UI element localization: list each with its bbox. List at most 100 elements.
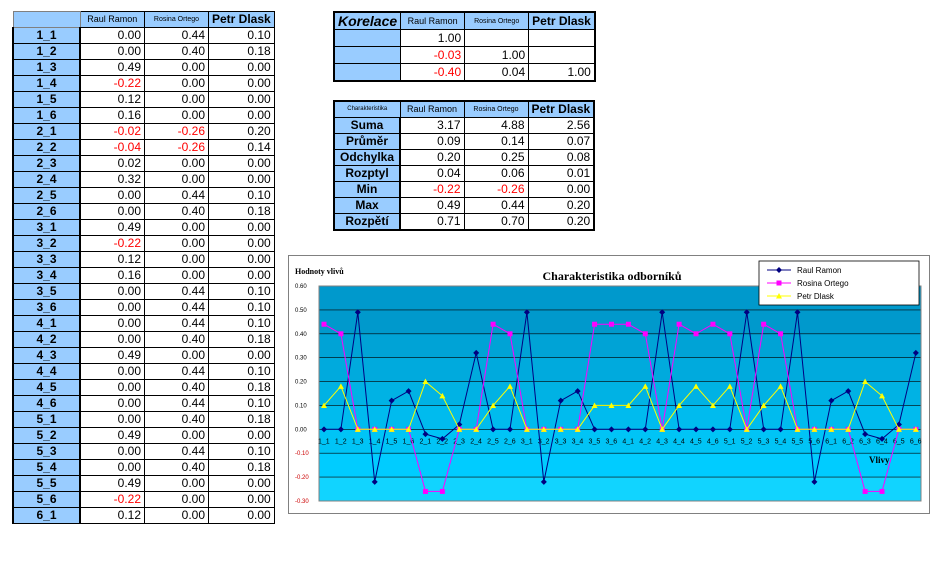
charakteristika-label[interactable]: Suma	[333, 117, 401, 134]
korelace-row-label[interactable]	[333, 63, 402, 82]
value-cell[interactable]: 0.02	[79, 155, 145, 172]
value-cell[interactable]: 0.00	[79, 187, 145, 204]
row-label[interactable]: 3_4	[12, 267, 81, 284]
charakteristika-cell[interactable]: -0.22	[399, 181, 465, 198]
value-cell[interactable]: 0.40	[144, 459, 209, 476]
value-cell[interactable]: 0.00	[208, 491, 275, 508]
value-cell[interactable]: 0.12	[79, 251, 145, 268]
row-label[interactable]: 5_6	[12, 491, 81, 508]
row-label[interactable]: 1_2	[12, 43, 81, 60]
charakteristika-cell[interactable]: 0.49	[399, 197, 465, 214]
korelace-cell[interactable]: -0.03	[400, 46, 466, 64]
value-cell[interactable]: 0.00	[144, 75, 209, 92]
charakteristika-label[interactable]: Max	[333, 197, 401, 214]
value-cell[interactable]: 0.00	[208, 219, 275, 236]
value-cell[interactable]: 0.00	[79, 395, 145, 412]
value-cell[interactable]: 0.00	[144, 475, 209, 492]
row-label[interactable]: 2_3	[12, 155, 81, 172]
korelace-cell[interactable]: 0.04	[464, 63, 530, 82]
value-cell[interactable]: 0.10	[208, 395, 275, 412]
row-label[interactable]: 3_6	[12, 299, 81, 316]
value-cell[interactable]: 0.00	[208, 171, 275, 188]
value-cell[interactable]: 0.00	[208, 75, 275, 92]
korelace-cell[interactable]: 1.00	[464, 46, 530, 64]
row-label[interactable]: 5_4	[12, 459, 81, 476]
charakteristika-cell[interactable]: 0.71	[399, 213, 465, 231]
value-cell[interactable]: 0.44	[144, 187, 209, 204]
value-cell[interactable]: 0.00	[144, 107, 209, 124]
value-cell[interactable]: -0.22	[79, 491, 145, 508]
value-cell[interactable]: -0.22	[79, 75, 145, 92]
value-cell[interactable]: 0.00	[208, 347, 275, 364]
row-label[interactable]: 4_2	[12, 331, 81, 348]
value-cell[interactable]: 0.44	[144, 443, 209, 460]
korelace-row-label[interactable]	[333, 46, 402, 64]
row-label[interactable]: 5_2	[12, 427, 81, 444]
charakteristika-label[interactable]: Rozptyl	[333, 165, 401, 182]
value-cell[interactable]: -0.02	[79, 123, 145, 140]
row-label[interactable]: 3_5	[12, 283, 81, 300]
charakteristika-cell[interactable]: 0.06	[463, 165, 529, 182]
value-cell[interactable]: 0.18	[208, 379, 275, 396]
value-cell[interactable]: 0.40	[144, 331, 209, 348]
value-cell[interactable]: 0.10	[208, 315, 275, 332]
row-label[interactable]: 3_2	[12, 235, 81, 252]
header-corner-cell[interactable]	[12, 11, 81, 28]
charakteristika-cell[interactable]: 0.01	[527, 165, 595, 182]
value-cell[interactable]: 0.00	[208, 507, 275, 524]
korelace-cell[interactable]: -0.40	[400, 63, 466, 82]
value-cell[interactable]: 0.49	[79, 475, 145, 492]
value-cell[interactable]: 0.10	[208, 443, 275, 460]
value-cell[interactable]: 0.00	[144, 219, 209, 236]
value-cell[interactable]: 0.49	[79, 219, 145, 236]
charakteristika-cell[interactable]: 0.07	[527, 133, 595, 150]
value-cell[interactable]: 0.00	[79, 43, 145, 60]
charakteristika-cell[interactable]: 0.08	[527, 149, 595, 166]
value-cell[interactable]: 0.44	[144, 363, 209, 380]
value-cell[interactable]: 0.00	[144, 235, 209, 252]
charakteristika-cell[interactable]: 2.56	[527, 117, 595, 134]
value-cell[interactable]: 0.00	[79, 203, 145, 220]
value-cell[interactable]: 0.00	[208, 107, 275, 124]
korelace-cell[interactable]	[464, 29, 530, 47]
value-cell[interactable]: -0.22	[79, 235, 145, 252]
value-cell[interactable]: 0.00	[79, 443, 145, 460]
value-cell[interactable]: 0.16	[79, 107, 145, 124]
korelace-header-petr-dlask[interactable]: Petr Dlask	[528, 11, 596, 30]
charakteristika-cell[interactable]: 0.25	[463, 149, 529, 166]
charakteristika-label[interactable]: Min	[333, 181, 401, 198]
charakteristika-label[interactable]: Rozpětí	[333, 213, 401, 231]
charakteristika-cell[interactable]: 0.44	[463, 197, 529, 214]
value-cell[interactable]: 0.44	[144, 27, 209, 44]
value-cell[interactable]: 0.00	[208, 427, 275, 444]
header-rosina-ortego[interactable]: Rosina Ortego	[144, 11, 209, 28]
korelace-cell[interactable]: 1.00	[400, 29, 466, 47]
charakteristika-cell[interactable]: 0.14	[463, 133, 529, 150]
value-cell[interactable]: 0.12	[79, 507, 145, 524]
value-cell[interactable]: 0.49	[79, 347, 145, 364]
value-cell[interactable]: 0.00	[144, 251, 209, 268]
header-raul-ramon[interactable]: Raul Ramon	[79, 11, 145, 28]
row-label[interactable]: 6_1	[12, 507, 81, 524]
row-label[interactable]: 3_1	[12, 219, 81, 236]
charakteristika-cell[interactable]: 0.04	[399, 165, 465, 182]
row-label[interactable]: 2_4	[12, 171, 81, 188]
charakteristika-cell[interactable]: 0.20	[527, 213, 595, 231]
value-cell[interactable]: 0.00	[208, 235, 275, 252]
row-label[interactable]: 4_1	[12, 315, 81, 332]
value-cell[interactable]: 0.49	[79, 59, 145, 76]
korelace-header-raul-ramon[interactable]: Raul Ramon	[400, 11, 466, 30]
value-cell[interactable]: 0.00	[79, 315, 145, 332]
value-cell[interactable]: 0.00	[144, 91, 209, 108]
value-cell[interactable]: 0.00	[144, 59, 209, 76]
charakteristika-header-petr-dlask[interactable]: Petr Dlask	[527, 100, 595, 118]
row-label[interactable]: 1_6	[12, 107, 81, 124]
charakteristika-cell[interactable]: 0.00	[527, 181, 595, 198]
value-cell[interactable]: 0.00	[208, 475, 275, 492]
value-cell[interactable]: 0.10	[208, 27, 275, 44]
value-cell[interactable]: 0.00	[144, 155, 209, 172]
value-cell[interactable]: 0.18	[208, 411, 275, 428]
chart-container[interactable]: 0.60 0.50 0.40 0.30 0.20 0.10 0.00 -0.10 -0.20 -0…	[288, 255, 930, 514]
charakteristika-cell[interactable]: 0.20	[399, 149, 465, 166]
row-label[interactable]: 4_3	[12, 347, 81, 364]
